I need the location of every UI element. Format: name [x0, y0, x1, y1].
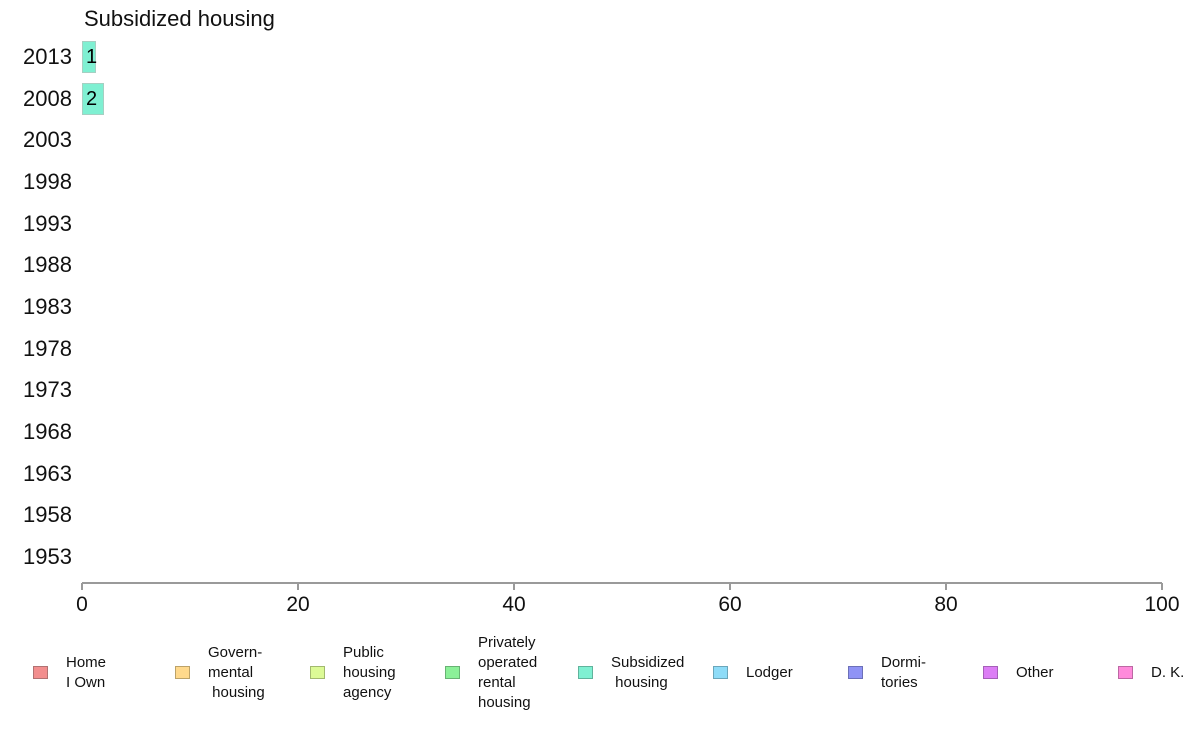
bar: 2 [82, 83, 104, 115]
legend: Home I Own Govern- mental housing Public… [0, 625, 1188, 720]
y-tick-label: 1978 [23, 336, 72, 361]
legend-swatch [713, 666, 728, 679]
legend-swatch [175, 666, 190, 679]
bar-slot [82, 166, 1188, 198]
legend-swatch [33, 666, 48, 679]
y-tick-label: 2008 [23, 86, 72, 111]
bar-slot [82, 124, 1188, 156]
x-tick-label: 20 [286, 593, 310, 616]
chart-row: 1963 [0, 453, 1188, 495]
legend-item-public-housing-agency: Public housing agency [310, 625, 396, 720]
x-tick-mark [945, 583, 947, 590]
bar-slot: 2 [82, 83, 1188, 115]
legend-label: Privately operated rental housing [478, 633, 538, 711]
x-tick-label: 40 [502, 593, 526, 616]
bar-slot [82, 416, 1188, 448]
y-tick-label: 1968 [23, 419, 72, 444]
x-tick-mark [297, 583, 299, 590]
chart-row: 1998 [0, 161, 1188, 203]
legend-label: Other [1016, 663, 1054, 681]
legend-item-subsidized-housing: Subsidized housing [578, 625, 684, 720]
legend-label: Dormi- tories [881, 653, 926, 691]
x-axis: 0 20 40 60 80 100 [76, 582, 1180, 616]
chart-row: 2008 2 [0, 78, 1188, 120]
legend-item-lodger: Lodger [713, 625, 793, 720]
bar-slot [82, 291, 1188, 323]
chart-row: 1968 [0, 411, 1188, 453]
y-tick-label: 1973 [23, 377, 72, 402]
legend-swatch [578, 666, 593, 679]
x-tick-mark [729, 583, 731, 590]
chart-row: 2013 1 [0, 36, 1188, 78]
legend-item-dk: D. K. [1118, 625, 1184, 720]
bar-slot [82, 208, 1188, 240]
chart-row: 1953 [0, 536, 1188, 578]
legend-item-home-i-own: Home I Own [33, 625, 106, 720]
x-tick-label: 60 [718, 593, 742, 616]
x-tick-mark [513, 583, 515, 590]
bar-slot [82, 333, 1188, 365]
legend-item-privately-operated-rental-housing: Privately operated rental housing [445, 625, 537, 720]
chart-row: 2003 [0, 119, 1188, 161]
y-tick-label: 2003 [23, 127, 72, 152]
legend-item-other: Other [983, 625, 1054, 720]
x-tick-label: 0 [76, 593, 88, 616]
bar-slot [82, 249, 1188, 281]
legend-label: Public housing agency [343, 643, 396, 701]
y-tick-label: 1983 [23, 294, 72, 319]
y-tick-label: 2013 [23, 44, 72, 69]
chart-row: 1993 [0, 203, 1188, 245]
legend-label: Subsidized housing [611, 653, 685, 691]
chart-row: 1988 [0, 244, 1188, 286]
chart-row: 1973 [0, 369, 1188, 411]
legend-item-dormitories: Dormi- tories [848, 625, 926, 720]
chart-row: 1978 [0, 328, 1188, 370]
x-tick-label: 100 [1144, 593, 1180, 616]
legend-swatch [848, 666, 863, 679]
chart-title: Subsidized housing [84, 6, 275, 31]
legend-label: Home I Own [66, 653, 107, 691]
x-tick-label: 80 [934, 593, 958, 616]
y-tick-label: 1988 [23, 252, 72, 277]
bar-slot [82, 374, 1188, 406]
legend-label: Lodger [746, 663, 793, 681]
legend-label: Govern- mental housing [208, 643, 265, 701]
y-tick-label: 1953 [23, 544, 72, 569]
legend-swatch [445, 666, 460, 679]
legend-label: D. K. [1151, 663, 1185, 681]
y-tick-label: 1998 [23, 169, 72, 194]
legend-swatch [983, 666, 998, 679]
legend-swatch [1118, 666, 1133, 679]
chart-row: 1958 [0, 494, 1188, 536]
x-tick-mark [81, 583, 83, 590]
bar-slot [82, 541, 1188, 573]
bar-slot [82, 499, 1188, 531]
y-tick-label: 1958 [23, 502, 72, 527]
bar-slot [82, 458, 1188, 490]
x-tick-mark [1161, 583, 1163, 590]
bar-slot: 1 [82, 41, 1188, 73]
y-tick-label: 1993 [23, 211, 72, 236]
y-tick-label: 1963 [23, 461, 72, 486]
chart-row: 1983 [0, 286, 1188, 328]
legend-item-governmental-housing: Govern- mental housing [175, 625, 265, 720]
bar: 1 [82, 41, 97, 73]
legend-swatch [310, 666, 325, 679]
